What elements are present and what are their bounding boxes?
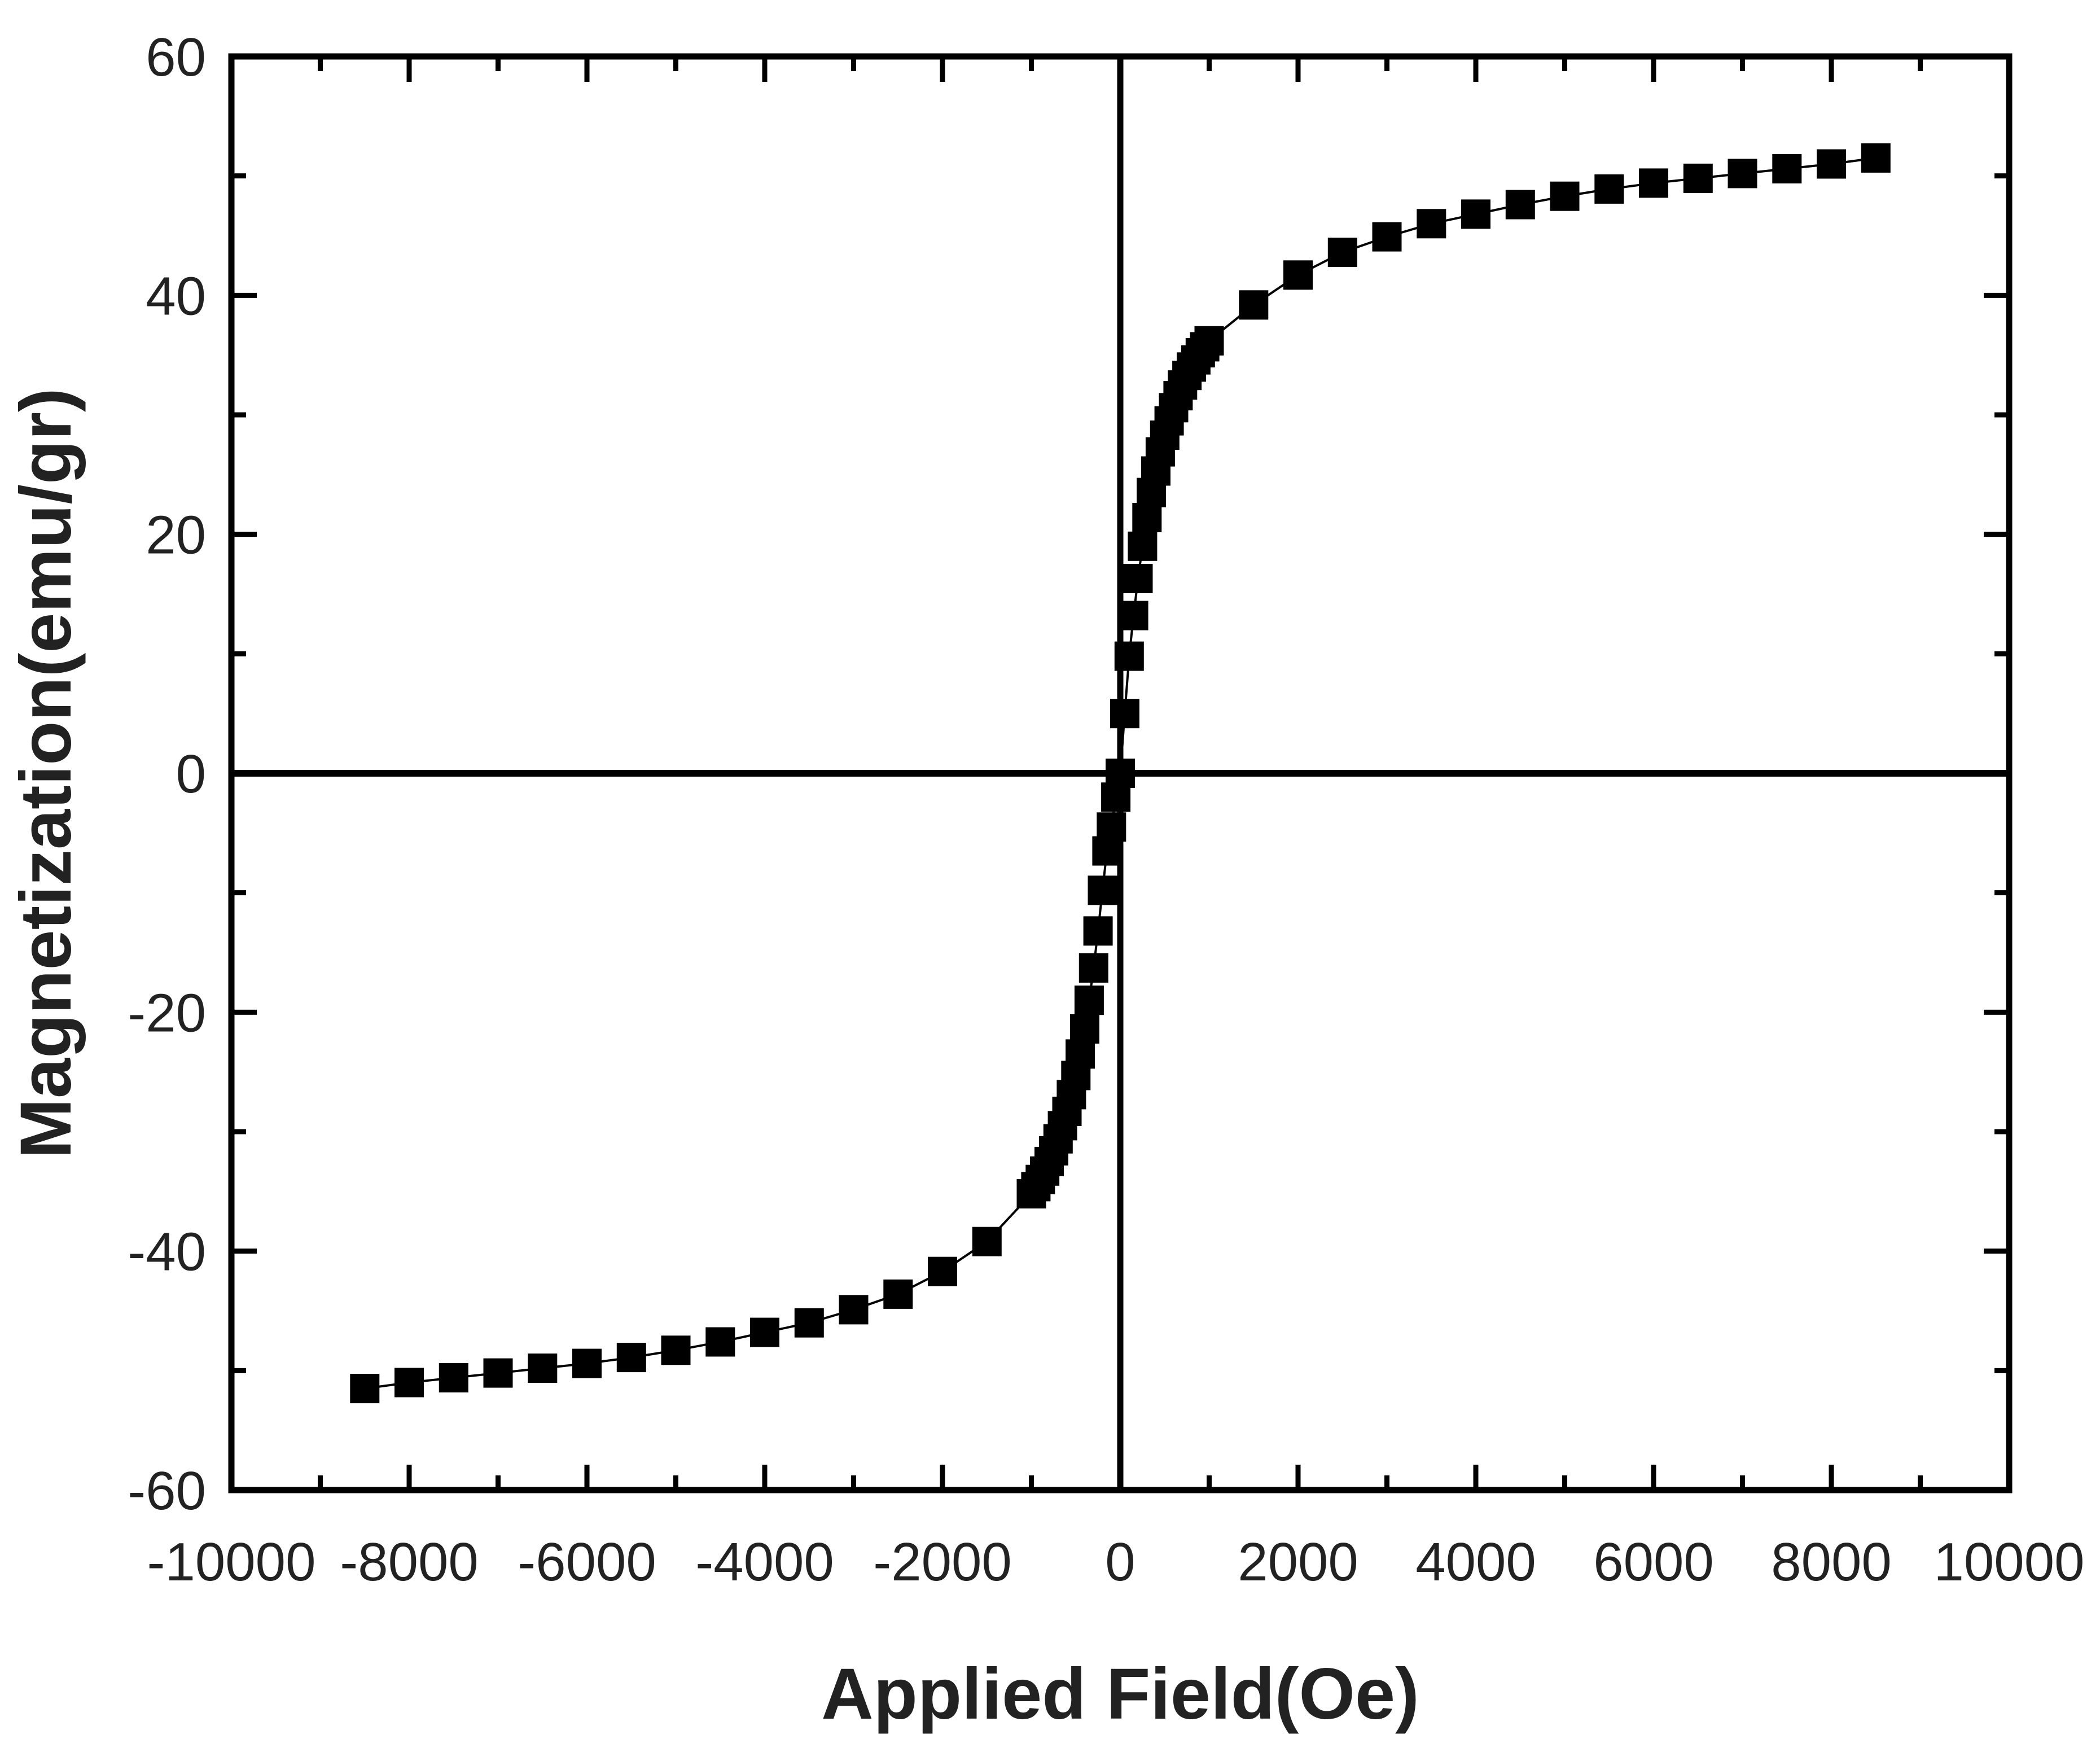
data-point	[1114, 641, 1144, 671]
data-point	[1123, 564, 1153, 593]
data-point	[439, 1363, 468, 1392]
data-point	[1132, 503, 1162, 532]
x-tick-label: 10000	[1934, 1532, 2085, 1592]
data-point	[616, 1343, 646, 1373]
y-tick-label: 0	[176, 744, 206, 804]
data-point	[1327, 238, 1357, 268]
data-point	[1083, 916, 1113, 946]
data-point	[794, 1308, 824, 1338]
x-tick-label: -8000	[340, 1532, 479, 1592]
y-tick-label: -20	[128, 983, 206, 1043]
x-tick-label: 4000	[1415, 1532, 1536, 1592]
x-tick-label: -4000	[695, 1532, 834, 1592]
data-point	[1128, 531, 1158, 561]
data-point	[1683, 163, 1713, 193]
data-point	[350, 1374, 380, 1404]
data-point	[1461, 199, 1490, 229]
data-point	[1861, 143, 1891, 173]
x-tick-label: -6000	[518, 1532, 656, 1592]
data-point	[1079, 953, 1108, 983]
data-point	[1070, 1014, 1099, 1044]
data-point	[1550, 181, 1580, 211]
y-tick-label: 20	[146, 505, 206, 566]
labels-group: -10000 -8000 -6000 -4000 -2000 0 2000 4000 6000 8…	[6, 27, 2084, 1734]
axes-group	[228, 53, 2013, 1493]
data-point	[1106, 759, 1135, 788]
data-point	[1505, 190, 1535, 220]
data-point	[1110, 699, 1139, 729]
data-point	[839, 1295, 869, 1325]
data-point	[972, 1226, 1002, 1256]
data-point	[1119, 601, 1148, 630]
x-tick-label: 0	[1105, 1532, 1135, 1592]
data-point	[705, 1327, 735, 1357]
data-point	[883, 1279, 913, 1309]
data-point	[1639, 168, 1668, 198]
data-point	[1283, 260, 1313, 290]
data-point	[1239, 290, 1269, 320]
data-point	[1772, 154, 1802, 183]
data-point	[483, 1358, 513, 1388]
data-point	[661, 1335, 691, 1365]
data-point	[1066, 1039, 1095, 1069]
data-point	[394, 1368, 424, 1398]
data-point	[1097, 812, 1126, 842]
data-point	[1074, 985, 1104, 1015]
data-point	[1817, 149, 1846, 179]
x-tick-label: -2000	[873, 1532, 1012, 1592]
x-tick-label: -10000	[147, 1532, 316, 1592]
data-point	[1417, 209, 1446, 239]
x-tick-label: 2000	[1238, 1532, 1358, 1592]
data-point	[1372, 222, 1402, 252]
x-tick-label: 8000	[1771, 1532, 1892, 1592]
data-point	[750, 1317, 779, 1347]
y-tick-label: 40	[146, 266, 206, 326]
data-point	[1594, 174, 1624, 204]
y-tick-label: -40	[128, 1222, 206, 1282]
x-axis-title: Applied Field(Oe)	[821, 1654, 1419, 1734]
data-point	[1194, 326, 1224, 356]
data-points-group	[350, 143, 1891, 1404]
y-tick-label: 60	[146, 27, 206, 87]
data-point	[1728, 159, 1757, 189]
data-point	[1088, 875, 1117, 905]
data-point	[928, 1256, 957, 1286]
y-axis-title: Magnetization(emu/gr)	[6, 388, 86, 1158]
x-tick-label: 6000	[1593, 1532, 1714, 1592]
y-tick-label: -60	[128, 1461, 206, 1521]
data-point	[572, 1348, 602, 1378]
data-point	[528, 1353, 558, 1383]
